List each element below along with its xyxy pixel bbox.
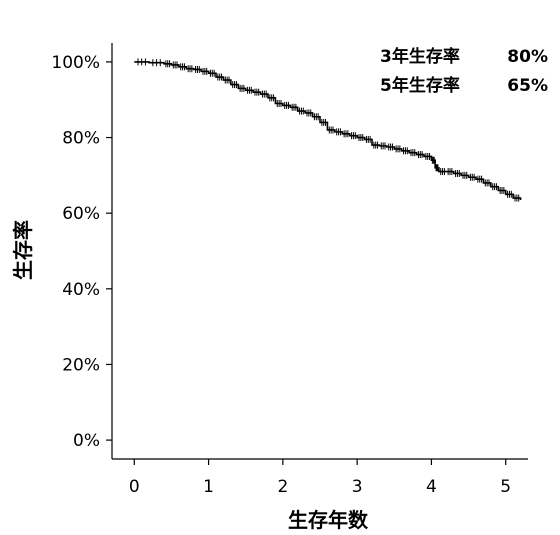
x-ticks: 0 1 2 3 4 5 [129, 459, 511, 497]
y-tick-label: 20% [62, 355, 100, 375]
x-tick-label: 5 [500, 477, 511, 497]
y-tick-label: 0% [73, 431, 100, 451]
y-ticks: 0% 20% 40% 60% 80% 100% [51, 53, 112, 451]
annotation-5yr-label: 5年生存率 [380, 75, 460, 96]
y-tick-label: 40% [62, 280, 100, 300]
annotation-3yr-value: 80% [507, 47, 548, 67]
survival-curve [134, 61, 522, 200]
x-tick-label: 3 [352, 477, 363, 497]
annotation-5yr-value: 65% [507, 76, 548, 96]
annotation-5yr: 5年生存率 65% [380, 75, 548, 96]
x-tick-label: 2 [277, 477, 288, 497]
x-axis-title: 生存年数 [288, 508, 369, 532]
x-tick-label: 0 [129, 477, 140, 497]
y-axis-title: 生存率 [11, 220, 35, 280]
axes [111, 43, 528, 460]
censor-marks [137, 58, 520, 202]
y-tick-label: 80% [62, 129, 100, 149]
annotation-3yr-label: 3年生存率 [380, 46, 460, 67]
annotation-3yr: 3年生存率 80% [380, 46, 548, 67]
y-tick-label: 100% [51, 53, 100, 73]
x-tick-label: 1 [203, 477, 214, 497]
x-tick-label: 4 [426, 477, 437, 497]
y-tick-label: 60% [62, 204, 100, 224]
series-layer [134, 61, 522, 200]
